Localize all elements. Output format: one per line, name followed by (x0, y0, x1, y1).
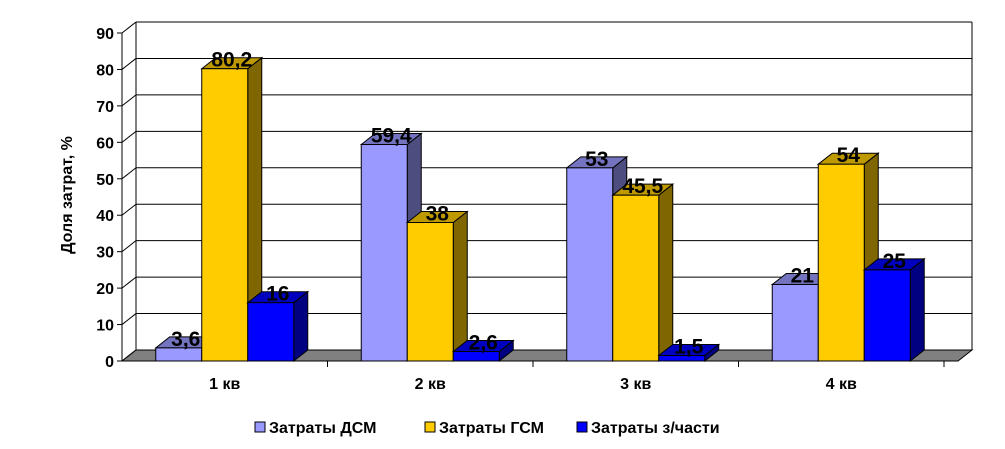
legend-swatch (424, 421, 436, 433)
gridline-diagonal (121, 130, 137, 143)
legend-label: Затраты ДСМ (269, 420, 376, 437)
bar (201, 68, 249, 362)
data-label: 1,5 (674, 336, 704, 359)
bar (612, 194, 660, 362)
bar (863, 269, 911, 362)
bar-side (909, 257, 925, 363)
y-axis-label: Доля затрат, % (59, 136, 76, 254)
x-tick-label: 4 кв (826, 376, 857, 393)
legend-label: Затраты з/части (591, 420, 720, 437)
y-tick-label: 50 (96, 172, 114, 189)
legend-swatch (254, 421, 266, 433)
y-tick-label: 40 (96, 208, 114, 225)
y-tick-label: 90 (96, 26, 114, 43)
y-tick-label: 20 (96, 281, 114, 298)
y-tick-label: 60 (96, 135, 114, 152)
data-label: 3,6 (171, 328, 200, 351)
gridline-diagonal (121, 167, 137, 180)
y-tick-label: 0 (105, 354, 114, 371)
data-label: 53 (585, 148, 608, 171)
data-label: 21 (791, 264, 815, 287)
bar-side (293, 290, 309, 363)
bar (658, 355, 706, 362)
bar-side (452, 210, 468, 363)
bar (247, 302, 295, 362)
gridline-diagonal (121, 94, 137, 107)
x-tick-label: 1 кв (209, 376, 240, 393)
bar (771, 283, 819, 362)
data-label: 2,6 (469, 332, 498, 355)
bar (360, 144, 408, 362)
y-tick-label: 30 (96, 245, 114, 262)
gridline-diagonal (121, 58, 137, 70)
gridline-diagonal (121, 240, 137, 253)
gridline-diagonal (121, 203, 137, 216)
data-label: 59,4 (371, 125, 412, 148)
y-tick-label: 70 (96, 99, 114, 116)
bar (406, 222, 454, 362)
data-label: 54 (837, 144, 861, 167)
data-label: 38 (426, 203, 450, 226)
y-tick-label: 10 (96, 318, 114, 335)
y-tick-label: 80 (96, 62, 114, 79)
gridline-diagonal (121, 313, 137, 325)
data-label: 25 (883, 250, 907, 273)
bar (452, 351, 500, 362)
legend-label: Затраты ГСМ (439, 420, 544, 437)
x-tick-label: 3 кв (620, 376, 651, 393)
bar (566, 167, 614, 362)
gridline-diagonal (121, 21, 137, 34)
gridline-diagonal (121, 276, 137, 289)
data-label: 80,2 (211, 49, 252, 72)
data-label: 45,5 (622, 175, 663, 198)
bar (817, 163, 865, 362)
x-tick-label: 2 кв (415, 376, 446, 393)
bar-side (658, 183, 674, 363)
legend-swatch (576, 421, 588, 433)
data-label: 16 (266, 283, 289, 306)
